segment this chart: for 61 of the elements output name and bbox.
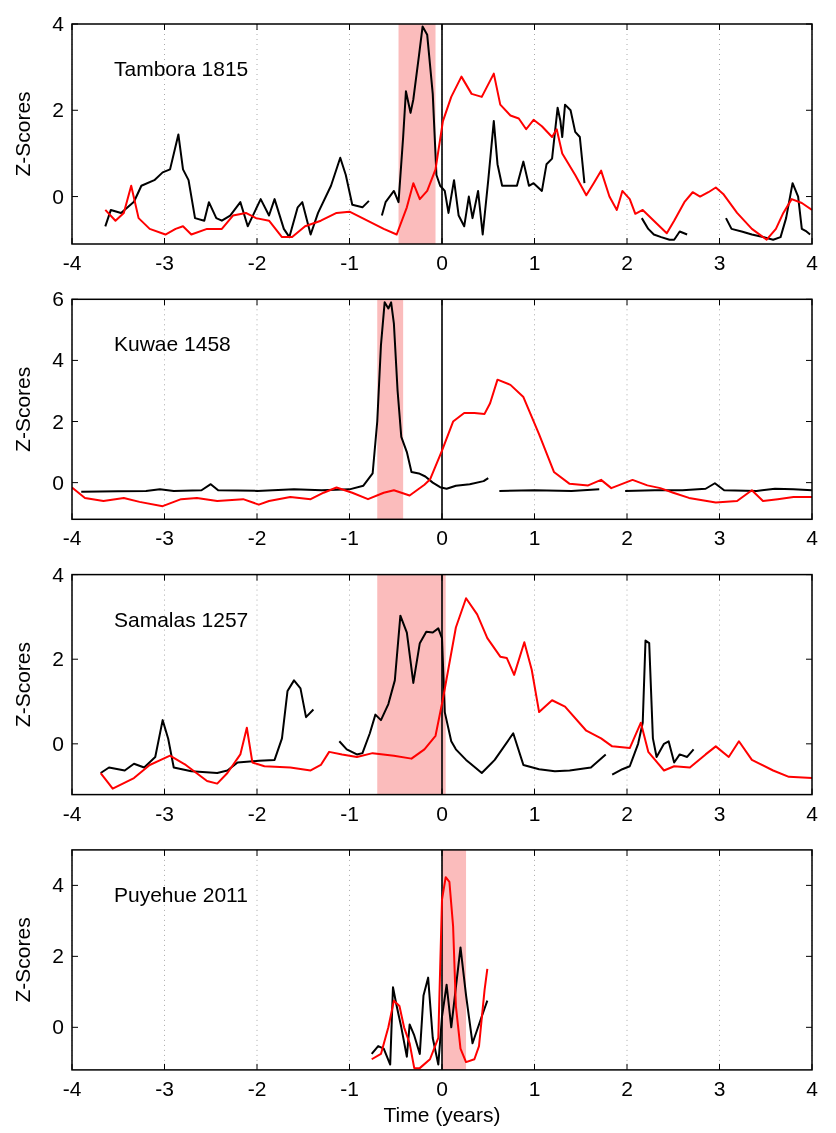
x-tick-label: -2 [247, 251, 267, 274]
y-tick-label: 4 [52, 348, 65, 372]
annotation: Samalas 1257 [114, 607, 249, 631]
y-axis-title: Z-Scores [11, 366, 34, 452]
x-tick-label: -4 [62, 526, 82, 550]
y-tick-label: 4 [52, 12, 65, 35]
x-tick-label: -1 [340, 801, 359, 825]
y-tick-label: 0 [52, 470, 64, 494]
x-tick-label: 1 [528, 251, 541, 274]
y-axis-title: Z-Scores [11, 642, 34, 728]
annotation: Tambora 1815 [114, 57, 249, 80]
x-tick-label: 1 [528, 801, 541, 825]
y-axis-title: Z-Scores [11, 917, 34, 1003]
x-tick-label: -3 [155, 801, 174, 825]
x-tick-label: -1 [340, 251, 359, 274]
x-tick-label: 4 [806, 1076, 819, 1100]
x-tick-label: 0 [436, 1076, 448, 1100]
y-axis-title: Z-Scores [11, 91, 34, 177]
y-tick-label: 0 [52, 1015, 64, 1039]
y-tick-label: 2 [52, 944, 64, 968]
x-tick-label: 3 [713, 526, 726, 550]
annotation: Puyehue 2011 [114, 882, 248, 906]
y-tick-label: 4 [52, 873, 65, 897]
x-tick-label: -3 [155, 1076, 174, 1100]
x-tick-label: -4 [62, 801, 82, 825]
y-tick-label: 0 [52, 731, 64, 755]
x-tick-label: 4 [806, 526, 819, 550]
x-tick-label: 0 [436, 801, 448, 825]
y-tick-label: 0 [52, 184, 64, 208]
x-tick-label: 0 [436, 526, 448, 550]
y-tick-label: 2 [52, 98, 64, 122]
x-tick-label: 2 [621, 801, 633, 825]
x-tick-label: -3 [155, 526, 174, 550]
y-tick-label: 2 [52, 409, 64, 433]
x-tick-label: -2 [247, 1076, 267, 1100]
line-series [99, 597, 812, 790]
annotation: Kuwae 1458 [114, 332, 231, 356]
x-tick-label: 2 [621, 251, 633, 274]
x-tick-label: 2 [621, 1076, 633, 1100]
x-tick-label: 4 [806, 801, 819, 825]
x-tick-label: -2 [247, 801, 267, 825]
x-tick-label: -4 [62, 1076, 82, 1100]
line-series [72, 378, 812, 508]
x-tick-label: 2 [621, 526, 633, 550]
line-series [370, 876, 489, 1070]
x-tick-label: 4 [806, 251, 819, 274]
x-tick-label: 3 [713, 251, 726, 274]
y-tick-label: 4 [52, 562, 65, 586]
x-tick-label: -1 [340, 526, 359, 550]
x-tick-label: -3 [155, 251, 174, 274]
x-tick-label: 1 [528, 1076, 541, 1100]
x-tick-label: -4 [62, 251, 82, 274]
x-tick-label: -1 [340, 1076, 359, 1100]
y-tick-label: 2 [52, 647, 64, 671]
x-tick-label: 0 [436, 251, 448, 274]
x-tick-label: 1 [528, 526, 541, 550]
x-axis-title: Time (years) [383, 1102, 501, 1126]
x-tick-label: 3 [713, 801, 726, 825]
x-tick-label: 3 [713, 1076, 726, 1100]
y-tick-label: 6 [52, 287, 64, 311]
x-tick-label: -2 [247, 526, 267, 550]
